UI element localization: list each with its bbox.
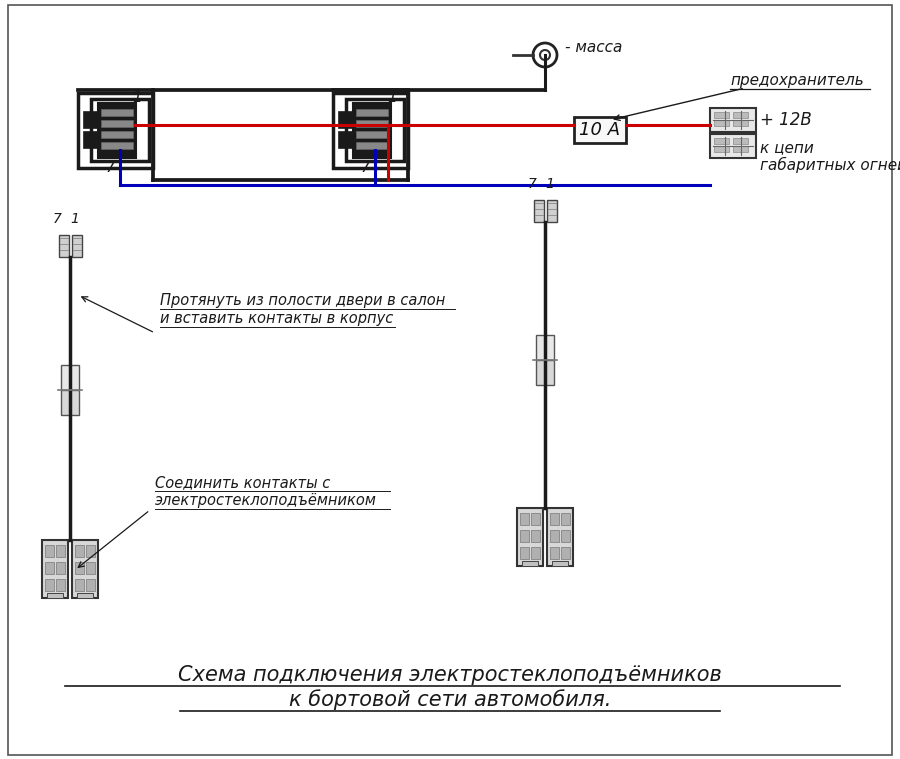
Text: 7: 7 — [527, 177, 536, 191]
Text: 1: 1 — [545, 177, 554, 191]
Text: 7: 7 — [52, 212, 61, 226]
Text: + 12В: + 12В — [760, 111, 812, 129]
Bar — [520, 513, 529, 525]
Bar — [356, 141, 388, 149]
Bar — [733, 146, 748, 152]
Bar — [733, 138, 748, 144]
Bar — [72, 540, 98, 598]
Text: 1: 1 — [132, 90, 142, 106]
Bar — [517, 508, 543, 566]
Bar — [56, 562, 65, 574]
Bar — [520, 530, 529, 542]
Bar — [98, 102, 136, 158]
Text: Схема подключения электростеклоподъёмников: Схема подключения электростеклоподъёмник… — [178, 665, 722, 685]
Bar — [546, 200, 556, 222]
Bar — [522, 561, 538, 566]
Bar — [550, 547, 559, 559]
Bar — [91, 99, 149, 161]
Text: - масса: - масса — [565, 39, 623, 55]
Bar — [356, 131, 388, 137]
Bar — [75, 579, 84, 591]
Bar — [58, 235, 68, 257]
Bar — [42, 540, 68, 598]
Bar — [353, 102, 391, 158]
Bar — [531, 530, 540, 542]
Bar — [101, 131, 133, 137]
Text: и вставить контакты в корпус: и вставить контакты в корпус — [160, 311, 393, 326]
Bar — [561, 530, 570, 542]
Bar — [534, 200, 544, 222]
Bar — [75, 562, 84, 574]
Bar — [356, 119, 388, 127]
Bar — [77, 93, 152, 168]
Bar — [550, 530, 559, 542]
Bar — [45, 545, 54, 557]
Bar — [61, 390, 79, 415]
Bar — [710, 108, 756, 132]
Bar — [339, 132, 353, 148]
Text: к бортовой сети автомобиля.: к бортовой сети автомобиля. — [289, 689, 611, 710]
Bar — [346, 99, 404, 161]
Bar — [536, 360, 554, 385]
Text: к цепи: к цепи — [760, 140, 814, 156]
Text: предохранитель: предохранитель — [730, 73, 864, 88]
Bar — [101, 119, 133, 127]
Bar — [531, 513, 540, 525]
Bar — [45, 579, 54, 591]
Bar — [77, 593, 93, 598]
Bar — [56, 579, 65, 591]
Bar — [536, 335, 554, 360]
Bar — [552, 561, 568, 566]
Bar — [714, 138, 729, 144]
Bar — [714, 112, 729, 118]
Text: Соединить контакты с: Соединить контакты с — [155, 475, 330, 490]
Bar — [84, 112, 98, 128]
Text: 7: 7 — [360, 160, 370, 175]
Bar — [101, 109, 133, 115]
Bar — [86, 562, 95, 574]
Bar — [339, 112, 353, 128]
Bar — [61, 365, 79, 390]
Bar — [561, 547, 570, 559]
Bar — [47, 593, 63, 598]
Text: 7: 7 — [105, 160, 115, 175]
Text: 1: 1 — [70, 212, 79, 226]
Bar — [520, 547, 529, 559]
Bar — [56, 545, 65, 557]
Bar — [86, 545, 95, 557]
Text: габаритных огней: габаритных огней — [760, 157, 900, 173]
Text: 10 А: 10 А — [580, 121, 621, 139]
Bar — [531, 547, 540, 559]
Bar — [574, 117, 626, 143]
Bar — [550, 513, 559, 525]
Bar — [86, 579, 95, 591]
Text: электростеклоподъёмником: электростеклоподъёмником — [155, 493, 377, 508]
Text: 1: 1 — [387, 90, 397, 106]
Bar — [714, 146, 729, 152]
Bar — [547, 508, 573, 566]
Bar — [733, 112, 748, 118]
Bar — [75, 545, 84, 557]
Bar — [714, 120, 729, 126]
Bar — [710, 134, 756, 158]
Bar — [71, 235, 82, 257]
Bar — [356, 109, 388, 115]
Bar — [45, 562, 54, 574]
Text: Протянуть из полости двери в салон: Протянуть из полости двери в салон — [160, 293, 446, 308]
Bar — [101, 141, 133, 149]
Bar — [561, 513, 570, 525]
Bar — [733, 120, 748, 126]
Bar — [84, 132, 98, 148]
Bar — [332, 93, 408, 168]
